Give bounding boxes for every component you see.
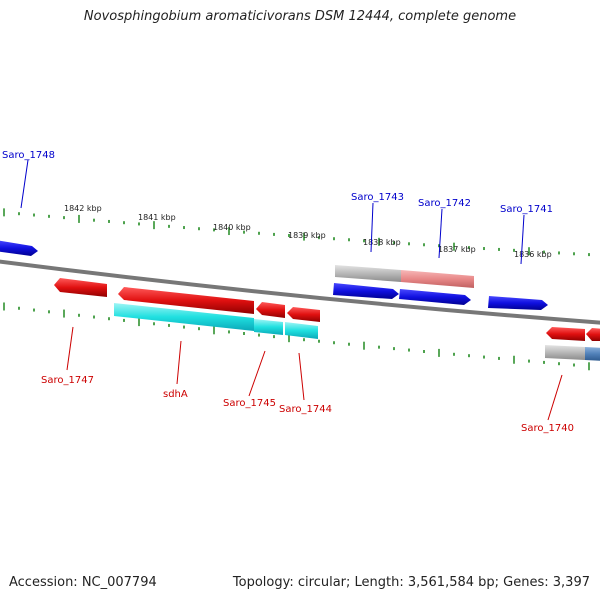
cds-bar-cyan-1744[interactable] — [285, 322, 318, 339]
minus-strand-genes — [54, 278, 600, 341]
gene-arrow-saro-1740[interactable] — [546, 327, 585, 341]
gene-label-saro-1748[interactable]: Saro_1748 — [2, 150, 55, 161]
cds-bar-cyan-sdha[interactable] — [114, 303, 254, 331]
gene-arrow-saro-1747[interactable] — [54, 278, 107, 297]
cds-bar-grey-lower[interactable] — [545, 345, 585, 360]
scale-label-1839: 1839 kbp — [288, 231, 326, 240]
genome-stats-label: Topology: circular; Length: 3,561,584 bp… — [232, 575, 590, 590]
gene-label-saro-1744[interactable]: Saro_1744 — [279, 404, 332, 415]
gene-arrow-partial-right[interactable] — [586, 328, 600, 341]
minus-gene-labels: Saro_1747 sdhA Saro_1745 Saro_1744 Saro_… — [41, 326, 574, 434]
accession-label: Accession: NC_007794 — [9, 575, 157, 590]
gene-label-saro-1747[interactable]: Saro_1747 — [41, 375, 94, 386]
gene-label-saro-1742[interactable]: Saro_1742 — [418, 198, 471, 209]
cds-bar-cyan-1745[interactable] — [254, 319, 283, 335]
gene-arrow-saro-1741[interactable] — [488, 296, 548, 310]
scale-label-1838: 1838 kbp — [363, 238, 401, 247]
scale-label-1836: 1836 kbp — [514, 250, 552, 259]
scale-label-1840: 1840 kbp — [213, 223, 251, 232]
scale-labels: 1842 kbp 1841 kbp 1840 kbp 1839 kbp 1838… — [64, 204, 552, 259]
cds-bar-pink-upper[interactable] — [401, 270, 474, 288]
genome-backbone — [0, 259, 600, 325]
gene-arrow-sdha[interactable] — [118, 287, 254, 314]
plus-gene-labels: Saro_1748 Saro_1743 Saro_1742 Saro_1741 — [2, 150, 553, 265]
gene-label-saro-1743[interactable]: Saro_1743 — [351, 192, 404, 203]
cds-bar-grey-upper[interactable] — [335, 265, 401, 282]
gene-arrow-saro-1745[interactable] — [256, 302, 285, 318]
gene-label-sdha[interactable]: sdhA — [163, 389, 188, 400]
scale-label-1837: 1837 kbp — [438, 245, 476, 254]
cds-features — [114, 265, 600, 361]
gene-label-saro-1745[interactable]: Saro_1745 — [223, 398, 276, 409]
scale-label-1842: 1842 kbp — [64, 204, 102, 213]
upper-tick-ring — [3, 208, 590, 257]
scale-label-1841: 1841 kbp — [138, 213, 176, 222]
lower-tick-ring — [3, 302, 590, 371]
gene-label-saro-1740[interactable]: Saro_1740 — [521, 423, 574, 434]
gene-arrow-saro-1744[interactable] — [287, 307, 320, 322]
cds-bar-steelblue-lower[interactable] — [585, 347, 600, 361]
gene-label-saro-1741[interactable]: Saro_1741 — [500, 204, 553, 215]
gene-arrow-saro-1743[interactable] — [333, 283, 399, 299]
map-title: Novosphingobium aromaticivorans DSM 1244… — [83, 9, 517, 24]
gene-arrow-saro-1748[interactable] — [0, 240, 38, 256]
gene-arrow-saro-1742[interactable] — [399, 289, 471, 305]
plus-strand-genes — [0, 240, 548, 310]
